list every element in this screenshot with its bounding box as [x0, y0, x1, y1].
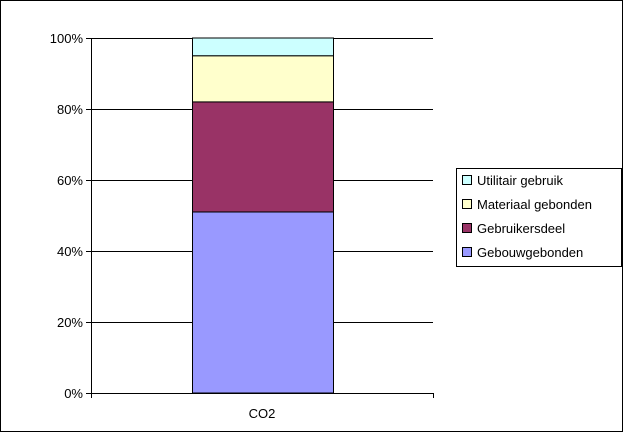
legend-label: Utilitair gebruik: [477, 173, 563, 188]
bar-segment: [192, 101, 334, 213]
legend-swatch: [462, 247, 472, 257]
legend: Utilitair gebruik Materiaal gebonden Gebru…: [456, 168, 622, 267]
legend-label: Gebouwgebonden: [477, 245, 583, 260]
legend-swatch: [462, 175, 472, 185]
y-tick-label: 100%: [50, 31, 84, 46]
x-category-label: CO2: [249, 406, 276, 421]
bar-segment: [192, 37, 334, 57]
legend-swatch: [462, 223, 472, 233]
legend-box: [456, 168, 622, 267]
legend-label: Gebruikersdeel: [477, 221, 565, 236]
y-tick-label: 80%: [57, 102, 83, 117]
bar-segment: [192, 55, 334, 103]
axes: 0% 20% 40% 60% 80% 100% CO2: [50, 31, 434, 421]
legend-label: Materiaal gebonden: [477, 197, 592, 212]
legend-swatch: [462, 199, 472, 209]
y-tick-label: 40%: [57, 244, 83, 259]
y-tick-label: 0%: [64, 386, 83, 401]
bar-stack: [192, 37, 334, 394]
y-tick-label: 60%: [57, 173, 83, 188]
bar-segment: [192, 211, 334, 394]
y-tick-label: 20%: [57, 315, 83, 330]
